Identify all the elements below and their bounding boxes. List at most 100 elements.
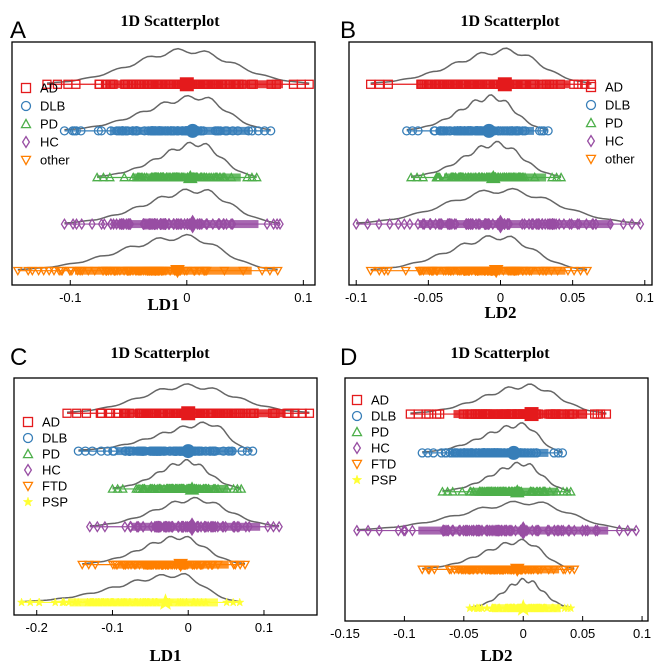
series-psp — [16, 572, 245, 610]
panel-a: A 1D Scatterplot -0.1 0 0.1 LD1 AD DLB PD HC other — [10, 13, 316, 314]
series-pd — [437, 461, 576, 498]
data-point — [38, 266, 49, 277]
data-point — [401, 524, 409, 537]
kde-curve — [410, 140, 562, 178]
legend-item: PSP — [351, 473, 397, 488]
legend-item: PD — [20, 117, 58, 132]
legend-marker — [22, 432, 34, 444]
panel-title: 1D Scatterplot — [450, 345, 550, 362]
data-point — [121, 520, 129, 533]
data-point — [117, 483, 128, 493]
legend-item: PD — [351, 425, 389, 440]
legend-marker — [351, 474, 363, 485]
panel-d: D 1D Scatterplot -0.15 -0.1 -0.05 0 0.05 0.1 LD2… — [330, 344, 651, 665]
data-point — [48, 266, 60, 277]
legend-item: PD — [585, 116, 623, 131]
dense-band — [140, 484, 229, 493]
data-point — [264, 266, 276, 277]
legend-item: AD — [22, 415, 60, 430]
kde-curve — [112, 459, 242, 489]
mean-marker — [181, 406, 196, 421]
data-point — [290, 408, 300, 418]
mean-marker — [179, 77, 194, 92]
x-axis-label: LD2 — [480, 646, 512, 665]
data-point — [100, 218, 109, 231]
data-point — [234, 597, 245, 607]
series-ftd — [417, 538, 580, 577]
data-point — [94, 79, 104, 89]
kde-curve — [410, 383, 607, 414]
data-point — [73, 446, 84, 456]
mean-marker — [485, 169, 501, 184]
data-point — [375, 524, 383, 537]
data-point — [272, 266, 283, 277]
data-point — [119, 172, 130, 182]
data-point — [623, 524, 632, 537]
data-point — [580, 79, 590, 89]
data-point — [104, 172, 115, 182]
data-point — [88, 218, 96, 231]
panel-title: 1D Scatterplot — [110, 345, 210, 362]
data-point — [434, 409, 445, 419]
data-point — [352, 218, 360, 231]
legend-marker — [23, 463, 33, 477]
data-point — [421, 409, 431, 419]
dense-band — [419, 80, 570, 89]
data-point — [253, 126, 263, 136]
x-tick-label: 0.1 — [636, 290, 654, 305]
dense-band — [69, 598, 218, 607]
legend-marker — [586, 134, 596, 148]
data-point — [406, 218, 414, 231]
x-axis-label: LD2 — [484, 303, 516, 322]
panel-b: B 1D Scatterplot -0.1 -0.05 0 0.05 0.1 LD2 AD DLB… — [340, 13, 654, 322]
legend-label: DLB — [42, 431, 67, 446]
series-dlb — [417, 422, 568, 460]
dense-band — [116, 447, 236, 456]
kde-curve — [469, 577, 571, 609]
series-pd — [405, 140, 567, 184]
x-tick-label: 0 — [183, 290, 190, 305]
data-point — [230, 560, 241, 570]
data-point — [562, 266, 574, 277]
data-point — [93, 126, 104, 136]
mean-marker — [156, 593, 175, 610]
data-point — [221, 597, 232, 607]
data-point — [77, 218, 86, 231]
data-point — [276, 218, 284, 231]
data-point — [400, 524, 408, 537]
data-point — [44, 266, 55, 277]
dense-band — [109, 126, 251, 135]
kde-curve — [21, 572, 240, 603]
legend-marker — [20, 118, 32, 129]
legend-label: PD — [40, 117, 58, 132]
series-dlb — [59, 94, 276, 138]
kde-curve — [422, 422, 563, 453]
data-point — [62, 408, 72, 418]
kde-curve — [370, 47, 592, 84]
x-tick-label: 0.05 — [560, 290, 585, 305]
legend-marker — [20, 82, 32, 94]
mean-marker — [185, 123, 200, 138]
data-point — [69, 218, 77, 231]
legend-marker — [22, 481, 34, 492]
series-pd — [91, 141, 262, 184]
series-other — [365, 235, 593, 279]
x-tick-label: -0.05 — [449, 626, 479, 641]
kde-curve — [66, 383, 310, 414]
x-tick-label: 0.1 — [294, 290, 312, 305]
panel-title: 1D Scatterplot — [460, 13, 560, 30]
plot-frame — [11, 41, 316, 286]
data-point — [97, 218, 106, 231]
dense-band — [418, 220, 613, 229]
panel-letter: D — [340, 344, 357, 371]
kde-curve — [422, 538, 575, 570]
mean-marker — [181, 444, 196, 459]
data-point — [632, 524, 640, 537]
data-point — [374, 79, 385, 89]
data-point — [534, 126, 545, 136]
legend-item: PD — [22, 447, 60, 462]
legend-item: other — [20, 153, 70, 168]
legend-item: HC — [352, 441, 390, 456]
